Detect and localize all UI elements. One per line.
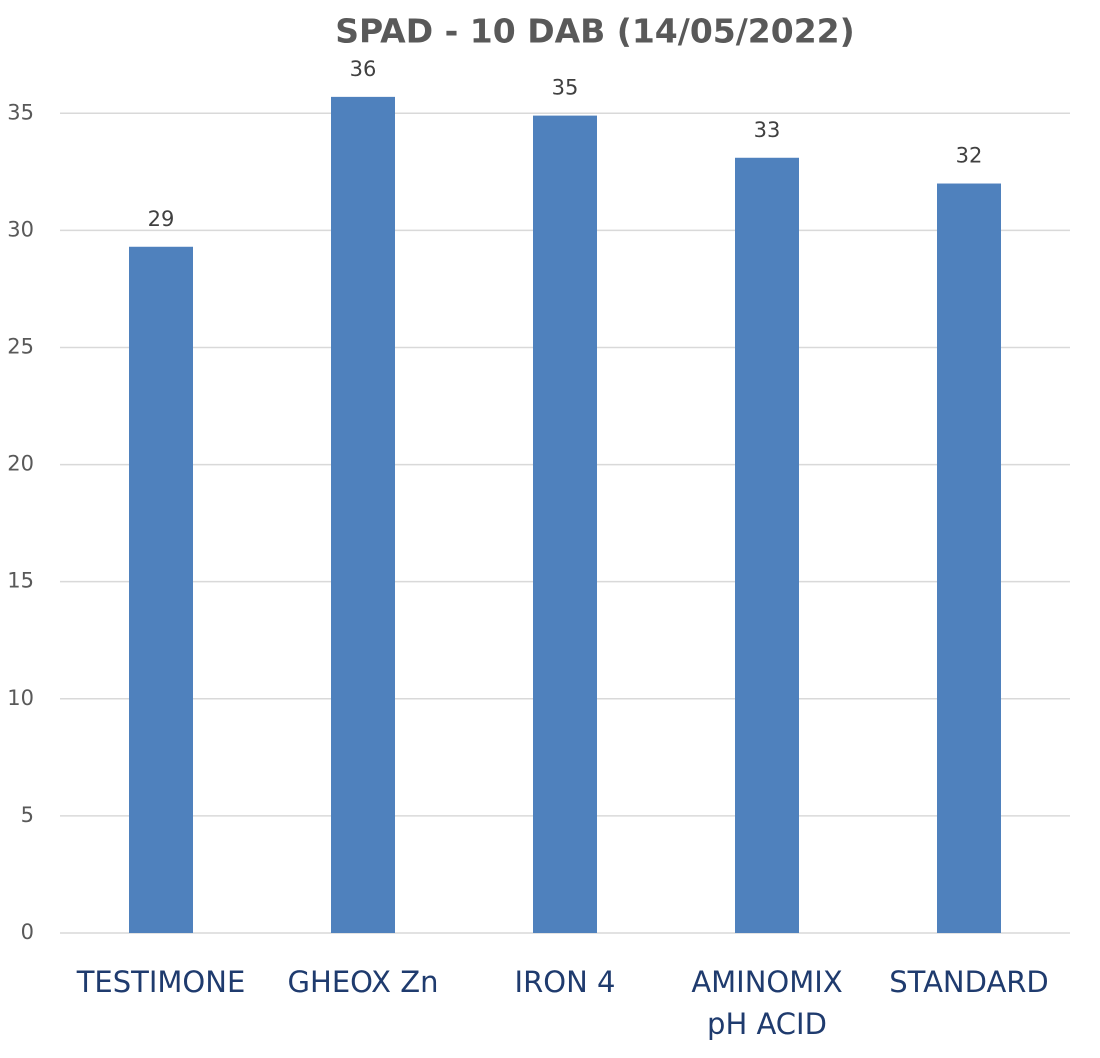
y-tick-label: 0 — [21, 920, 34, 944]
x-tick-label: AMINOMIX pH ACID — [691, 965, 843, 1041]
x-tick-label: STANDARD — [889, 965, 1049, 999]
data-label: 35 — [552, 76, 579, 100]
y-tick-label: 5 — [21, 803, 34, 827]
y-tick-label: 25 — [7, 334, 34, 358]
y-tick-label: 35 — [7, 100, 34, 124]
y-tick-label: 10 — [7, 686, 34, 710]
y-tick-label: 15 — [7, 569, 34, 593]
y-tick-label: 30 — [7, 217, 34, 241]
x-tick-label: TESTIMONE — [76, 965, 246, 999]
x-tick-label: GHEOX Zn — [287, 965, 439, 999]
data-label: 29 — [148, 207, 175, 231]
data-label: 32 — [956, 144, 983, 168]
y-tick-label: 20 — [7, 452, 34, 476]
data-label: 36 — [350, 57, 377, 81]
data-label: 33 — [754, 118, 781, 142]
bar — [533, 115, 597, 933]
bar — [129, 246, 193, 933]
bar — [937, 183, 1001, 934]
bar — [331, 96, 395, 934]
x-tick-label: IRON 4 — [514, 965, 616, 999]
bar — [735, 157, 799, 933]
chart-title: SPAD - 10 DAB (14/05/2022) — [335, 12, 854, 51]
